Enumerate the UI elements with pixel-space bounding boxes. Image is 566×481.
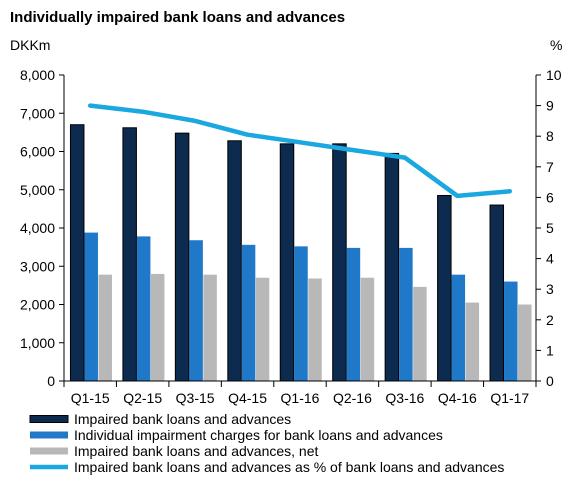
line-point-q3-15 (194, 120, 196, 122)
legend-label-4: Impaired bank loans and advances as % of… (74, 459, 504, 475)
right-tick-label: 6 (546, 189, 554, 205)
line-point-q3-16 (404, 157, 406, 159)
left-tick-label: 3,000 (20, 258, 55, 274)
right-tick-label: 3 (546, 281, 554, 297)
bar-s3-q2-15 (150, 273, 165, 381)
right-tick-label: 10 (546, 67, 562, 83)
bar-s2-q4-15 (241, 244, 256, 381)
left-tick-label: 5,000 (20, 182, 55, 198)
left-tick-label: 1,000 (20, 335, 55, 351)
legend: Impaired bank loans and advancesIndividu… (29, 411, 504, 475)
x-tick-label: Q2-15 (123, 390, 162, 406)
x-tick-label: Q3-16 (385, 390, 424, 406)
line-point-q2-16 (351, 149, 353, 151)
bar-s3-q4-15 (255, 277, 270, 381)
bar-s2-q2-16 (346, 247, 361, 381)
bar-s2-q2-15 (136, 236, 151, 381)
left-tick-label: 2,000 (20, 297, 55, 313)
left-tick-label: 0 (47, 373, 55, 389)
line-point-q2-15 (142, 111, 144, 113)
line-series-percent (87, 103, 513, 199)
legend-label-2: Individual impairment charges for bank l… (74, 427, 443, 443)
x-tick-label: Q4-15 (228, 390, 267, 406)
bar-s3-q3-15 (203, 274, 217, 381)
right-tick-label: 8 (546, 128, 554, 144)
left-axis-unit: DKKm (10, 37, 50, 53)
legend-label-1: Impaired bank loans and advances (74, 411, 291, 427)
left-tick-label: 4,000 (20, 220, 55, 236)
line-point-q4-16 (456, 195, 458, 197)
right-tick-label: 0 (546, 373, 554, 389)
right-tick-label: 1 (546, 342, 554, 358)
right-tick-label: 9 (546, 98, 554, 114)
chart-title: Individually impaired bank loans and adv… (10, 9, 345, 26)
x-tick-label: Q4-16 (438, 390, 477, 406)
bar-s1-q4-16 (437, 194, 452, 382)
line-point-q1-16 (299, 141, 301, 143)
bar-s1-q2-15 (122, 127, 137, 382)
bar-s1-q1-17 (489, 204, 505, 382)
bar-s3-q1-16 (308, 278, 322, 381)
bar-s2-q1-15 (84, 232, 98, 381)
bar-s1-q3-15 (174, 132, 190, 382)
x-tick-label: Q1-15 (71, 390, 110, 406)
right-tick-label: 7 (546, 159, 554, 175)
x-tick-label: Q3-15 (176, 390, 215, 406)
bar-s2-q1-16 (294, 246, 308, 381)
x-tick-label: Q1-16 (281, 390, 320, 406)
line-point-q1-15 (89, 105, 91, 107)
bar-s1-q1-16 (279, 143, 295, 382)
axes-layer: 0 1,000 2,000 3,000 4,000 5,000 6,000 7,000 8,00… (20, 67, 562, 406)
legend-swatch-3 (30, 447, 68, 455)
left-tick-label: 6,000 (20, 144, 55, 160)
right-tick-label: 4 (546, 251, 554, 267)
bar-s3-q1-17 (518, 304, 532, 381)
x-tick-label: Q2-16 (333, 390, 372, 406)
left-tick-label: 7,000 (20, 105, 55, 121)
legend-swatch-2 (30, 431, 68, 439)
bar-s2-q3-16 (399, 247, 413, 381)
bar-s2-q3-15 (189, 240, 203, 381)
left-tick-label: 8,000 (20, 67, 55, 83)
bar-s1-q4-15 (227, 140, 242, 382)
bars-layer (69, 124, 532, 382)
bar-s3-q4-16 (465, 302, 480, 381)
line-point-q4-15 (247, 134, 249, 136)
bar-s1-q3-16 (384, 152, 400, 382)
x-tick-label: Q1-17 (490, 390, 529, 406)
bar-s1-q1-15 (69, 124, 85, 382)
legend-label-3: Impaired bank loans and advances, net (74, 443, 318, 459)
bar-s3-q1-15 (98, 274, 112, 381)
line-point-q1-17 (509, 190, 511, 192)
right-tick-label: 2 (546, 312, 554, 328)
bar-s2-q1-17 (504, 281, 518, 381)
bar-s1-q2-16 (332, 143, 347, 382)
bar-s2-q4-16 (451, 274, 466, 381)
right-tick-label: 5 (546, 220, 554, 236)
right-axis-unit: % (550, 37, 562, 53)
legend-swatch-1 (29, 415, 69, 423)
bar-s3-q2-16 (360, 277, 375, 381)
line-layer (87, 103, 513, 199)
bar-s3-q3-16 (413, 286, 427, 381)
